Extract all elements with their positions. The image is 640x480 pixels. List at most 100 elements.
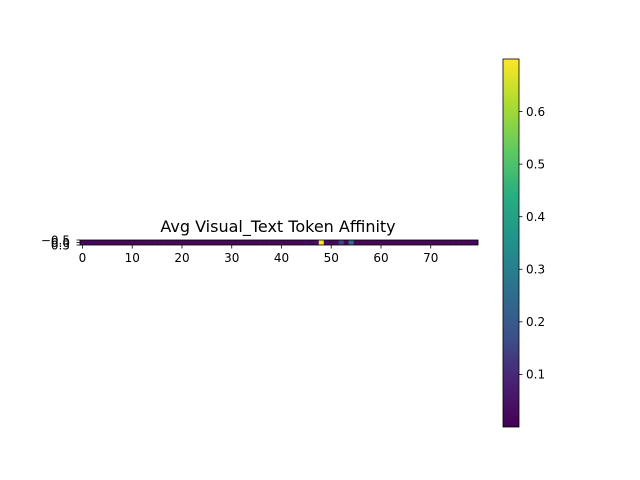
heatmap-cell (254, 240, 260, 245)
heatmap-cell (84, 240, 91, 245)
heatmap-cell (348, 240, 354, 245)
colorbar-tick-label: 0.1 (526, 368, 545, 382)
heatmap-cell (413, 240, 419, 245)
heatmap-cell (438, 240, 444, 245)
heatmap-cell (214, 240, 220, 245)
heatmap-cell (428, 240, 434, 245)
heatmap-cell (184, 240, 190, 245)
colorbar-tick-label: 0.4 (526, 210, 545, 224)
heatmap-cell (94, 240, 101, 245)
colorbar-tick-label: 0.5 (526, 157, 545, 171)
heatmap-cell (343, 240, 349, 245)
heatmap-cell (398, 240, 404, 245)
heatmap-cell (323, 240, 330, 245)
x-tick-label: 70 (423, 251, 438, 265)
colorbar-axis: 0.1 0.2 0.3 0.4 0.5 0.6 (519, 105, 545, 382)
heatmap-cell (264, 240, 270, 245)
heatmap-cell (164, 240, 170, 245)
heatmap-cell (363, 240, 369, 245)
heatmap-cell (358, 240, 364, 245)
heatmap-cells (80, 240, 479, 245)
heatmap-cell (209, 240, 215, 245)
x-tick-label: 10 (125, 251, 140, 265)
heatmap-cell (219, 240, 225, 245)
heatmap-cell (453, 240, 459, 245)
heatmap-cell (269, 240, 275, 245)
heatmap-cell (288, 240, 295, 245)
heatmap-cell (318, 240, 325, 245)
heatmap-cell (119, 240, 126, 245)
heatmap-cell (224, 240, 230, 245)
heatmap-cell (388, 240, 394, 245)
heatmap-cell (249, 240, 255, 245)
heatmap-cell (234, 240, 240, 245)
heatmap-cell (283, 240, 290, 245)
heatmap-cell (229, 240, 235, 245)
heatmap-cell (80, 240, 86, 245)
heatmap-cell (403, 240, 409, 245)
colorbar-tick-label: 0.6 (526, 105, 545, 119)
heatmap-cell (199, 240, 205, 245)
x-tick-label: 20 (174, 251, 189, 265)
heatmap-cell (393, 240, 399, 245)
heatmap-cell (174, 240, 180, 245)
heatmap-cell (169, 240, 175, 245)
heatmap-cell (353, 240, 359, 245)
y-axis: −0.50.00.5 (41, 233, 80, 252)
x-axis: 0 10 20 30 40 50 60 70 (79, 245, 438, 265)
heatmap-cell (338, 240, 344, 245)
heatmap-cell (298, 240, 305, 245)
heatmap-cell (149, 240, 155, 245)
x-tick-label: 40 (274, 251, 289, 265)
heatmap-cell (99, 240, 106, 245)
x-tick-label: 50 (324, 251, 339, 265)
heatmap-cell (408, 240, 414, 245)
x-tick-label: 30 (224, 251, 239, 265)
heatmap-cell (463, 240, 469, 245)
x-tick-label: 0 (79, 251, 87, 265)
heatmap-cell (104, 240, 111, 245)
heatmap-cell (204, 240, 210, 245)
heatmap-cell (468, 240, 474, 245)
y-tick-label: 0.5 (51, 238, 70, 252)
heatmap-cell (139, 240, 145, 245)
heatmap-cell (134, 240, 140, 245)
heatmap-cell (114, 240, 121, 245)
heatmap-cell (313, 240, 320, 245)
heatmap-cell (443, 240, 449, 245)
y-tick-label: −0.5 (41, 233, 70, 247)
colorbar (502, 58, 520, 428)
heatmap-cell (154, 240, 160, 245)
heatmap-cell (473, 240, 479, 245)
heatmap-cell (89, 240, 96, 245)
heatmap-cell (383, 240, 389, 245)
heatmap-cell (378, 240, 384, 245)
heatmap-cell (244, 240, 250, 245)
heatmap-cell (423, 240, 429, 245)
heatmap-cell (124, 240, 131, 245)
heatmap-cell (308, 240, 315, 245)
heatmap-cell (239, 240, 245, 245)
heatmap-cell (109, 240, 116, 245)
heatmap-cell (189, 240, 195, 245)
chart-title: Avg Visual_Text Token Affinity (160, 217, 395, 237)
heatmap-cell (418, 240, 424, 245)
heatmap-cell (448, 240, 454, 245)
heatmap-cell (368, 240, 374, 245)
heatmap-cell (159, 240, 165, 245)
heatmap-cell (458, 240, 464, 245)
x-tick-label: 60 (373, 251, 388, 265)
heatmap-cell (303, 240, 310, 245)
heatmap-cell (333, 240, 339, 245)
heatmap-cell (194, 240, 200, 245)
heatmap-cell (179, 240, 185, 245)
colorbar-tick-label: 0.2 (526, 315, 545, 329)
heatmap-cell (373, 240, 379, 245)
heatmap-cell (328, 240, 335, 245)
heatmap-cell (144, 240, 150, 245)
heatmap-cell (279, 240, 285, 245)
heatmap-cell (433, 240, 439, 245)
y-tick-label: 0.0 (51, 236, 70, 250)
heatmap-cell (293, 240, 300, 245)
